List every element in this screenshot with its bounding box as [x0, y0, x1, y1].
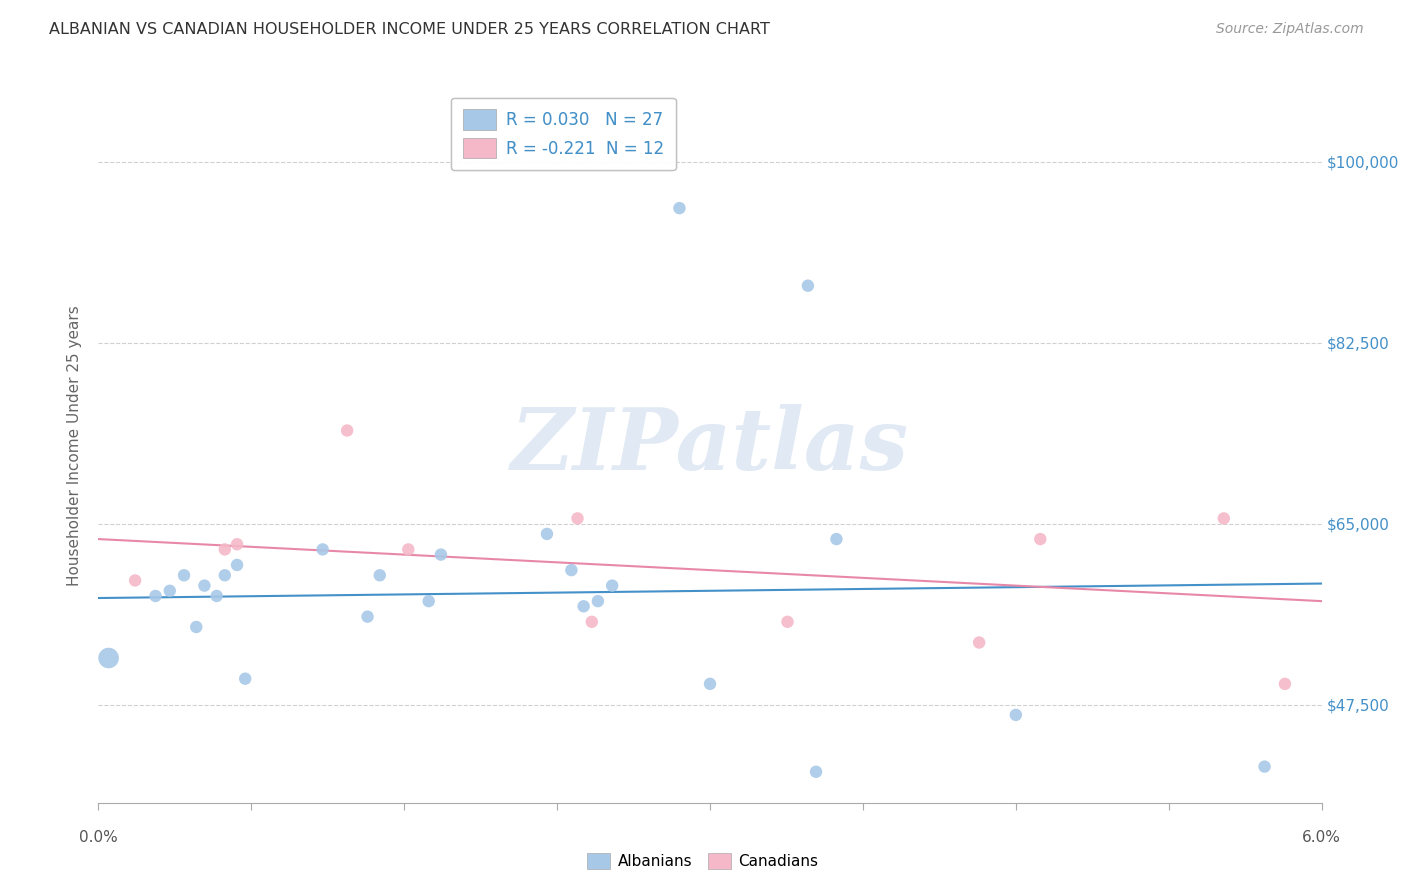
Point [536, 527, 558, 541]
Point [825, 532, 848, 546]
Point [226, 558, 249, 572]
Point [214, 542, 236, 557]
Point [581, 615, 603, 629]
Text: 0.0%: 0.0% [79, 830, 118, 845]
Y-axis label: Householder Income Under 25 years: Householder Income Under 25 years [66, 306, 82, 586]
Legend: Albanians, Canadians: Albanians, Canadians [582, 847, 824, 875]
Point [173, 568, 195, 582]
Point [214, 568, 236, 582]
Text: Source: ZipAtlas.com: Source: ZipAtlas.com [1216, 22, 1364, 37]
Point [396, 542, 419, 557]
Legend: R = 0.030   N = 27, R = -0.221  N = 12: R = 0.030 N = 27, R = -0.221 N = 12 [451, 97, 676, 169]
Text: ALBANIAN VS CANADIAN HOUSEHOLDER INCOME UNDER 25 YEARS CORRELATION CHART: ALBANIAN VS CANADIAN HOUSEHOLDER INCOME … [49, 22, 770, 37]
Point [430, 548, 453, 562]
Point [336, 424, 359, 438]
Point [233, 672, 256, 686]
Point [205, 589, 228, 603]
Point [145, 589, 167, 603]
Point [699, 677, 721, 691]
Point [567, 511, 589, 525]
Point [668, 201, 690, 215]
Point [97, 651, 120, 665]
Point [600, 579, 623, 593]
Point [572, 599, 595, 614]
Point [1212, 511, 1234, 525]
Point [186, 620, 208, 634]
Point [193, 579, 215, 593]
Point [311, 542, 335, 557]
Point [1029, 532, 1052, 546]
Point [1004, 707, 1026, 722]
Point [356, 609, 378, 624]
Point [418, 594, 440, 608]
Text: 6.0%: 6.0% [1302, 830, 1341, 845]
Point [776, 615, 799, 629]
Point [159, 583, 181, 598]
Point [1274, 677, 1296, 691]
Point [368, 568, 391, 582]
Point [804, 764, 827, 779]
Point [797, 278, 820, 293]
Point [124, 574, 146, 588]
Text: ZIPatlas: ZIPatlas [510, 404, 910, 488]
Point [586, 594, 609, 608]
Point [560, 563, 582, 577]
Point [967, 635, 990, 649]
Point [1253, 759, 1275, 773]
Point [226, 537, 249, 551]
